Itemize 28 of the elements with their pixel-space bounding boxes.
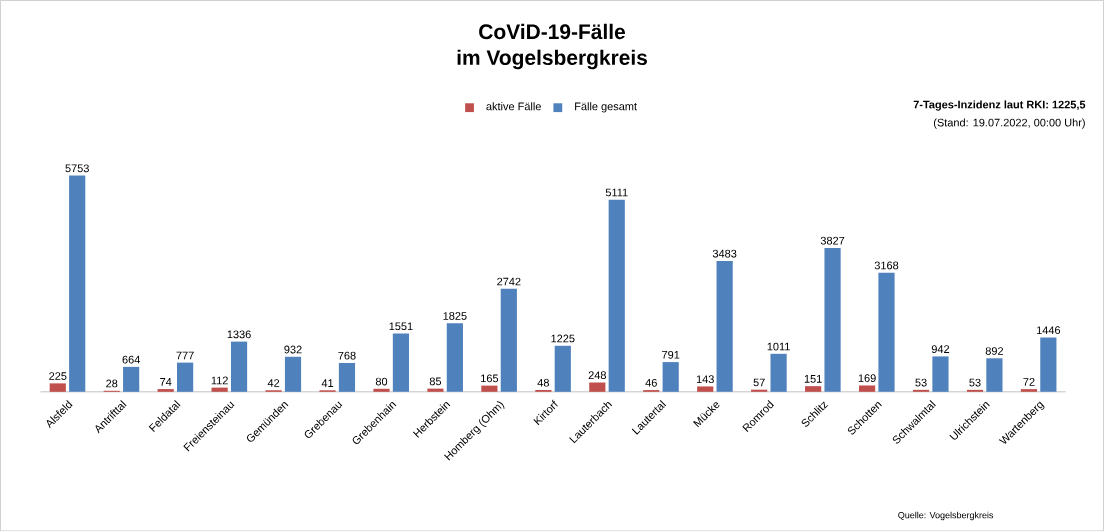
bar [230, 341, 248, 393]
bar [589, 382, 606, 393]
bar [608, 200, 625, 393]
bar [878, 273, 895, 393]
bar [932, 356, 949, 393]
chart-subtitle: im Vogelsbergkreis [457, 49, 647, 70]
bar [554, 346, 571, 393]
bar [770, 354, 787, 393]
bar [49, 383, 66, 393]
bar [69, 175, 86, 393]
bar [338, 363, 356, 393]
bar [123, 367, 140, 393]
bar [858, 385, 876, 393]
bar [697, 386, 714, 393]
bar [392, 333, 410, 393]
bar [211, 387, 228, 393]
bar [446, 323, 463, 393]
bar [1040, 337, 1057, 393]
bar [805, 386, 822, 393]
bar [500, 289, 517, 393]
chart-title: CoViD-19-Fälle [479, 24, 625, 40]
bar [662, 362, 679, 393]
bar [481, 385, 498, 393]
bar [177, 362, 194, 393]
bar [824, 248, 841, 393]
bar [284, 357, 302, 393]
bar [986, 358, 1003, 393]
bar [716, 261, 733, 393]
